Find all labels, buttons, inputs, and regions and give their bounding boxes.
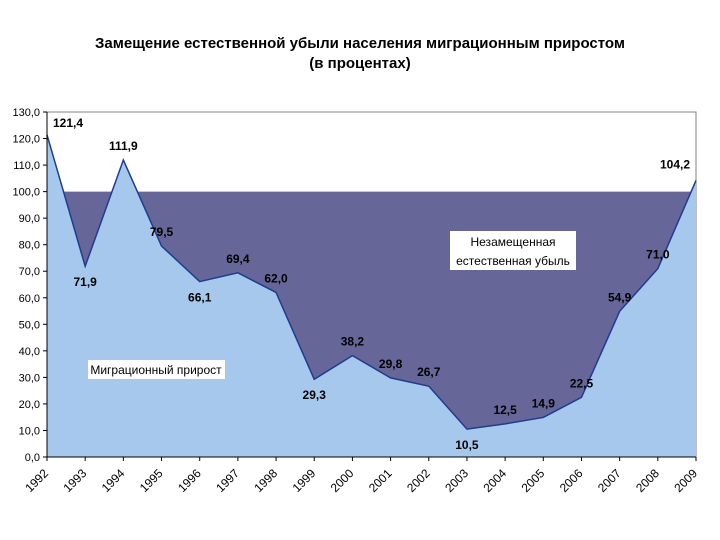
x-tick-label: 2007 (595, 466, 624, 495)
x-tick-label: 2000 (328, 466, 357, 495)
chart-title: Замещение естественной убыли населения м… (0, 34, 720, 74)
unreplaced-annotation-line1: Незамещенная (470, 235, 555, 249)
y-tick-label: 110,0 (13, 160, 40, 172)
x-tick-label: 2005 (519, 466, 548, 495)
chart-subtitle: (в процентах) (309, 55, 411, 72)
data-label: 10,5 (455, 438, 479, 452)
x-tick-label: 2009 (671, 466, 700, 495)
data-label: 62,0 (264, 271, 288, 285)
y-tick-label: 10,0 (19, 425, 40, 437)
data-label: 104,2 (660, 157, 690, 171)
x-tick-label: 1994 (99, 466, 128, 495)
x-tick-label: 1997 (213, 466, 242, 495)
x-tick-label: 1996 (175, 466, 204, 495)
x-tick-label: 2003 (442, 466, 471, 495)
data-label: 26,7 (417, 365, 441, 379)
data-label: 12,5 (493, 403, 517, 417)
data-label: 14,9 (532, 396, 556, 410)
y-tick-label: 30,0 (19, 372, 40, 384)
x-tick-label: 2006 (557, 466, 586, 495)
data-label: 71,9 (73, 275, 97, 289)
data-label: 29,3 (303, 388, 327, 402)
data-label: 121,4 (53, 116, 83, 130)
migration-annotation-box (88, 360, 225, 379)
migration-annotation: Миграционный прирост (90, 363, 222, 377)
y-tick-label: 90,0 (19, 213, 40, 225)
data-label: 29,8 (379, 357, 403, 371)
data-label: 69,4 (226, 252, 250, 266)
x-tick-label: 1995 (137, 466, 166, 495)
y-tick-label: 130,0 (12, 107, 40, 119)
x-tick-label: 1999 (290, 466, 319, 495)
data-label: 79,5 (150, 225, 174, 239)
x-tick-label: 2004 (480, 466, 509, 495)
y-tick-label: 40,0 (19, 346, 40, 358)
x-tick-label: 1998 (251, 466, 280, 495)
x-tick-label: 2002 (404, 466, 433, 495)
data-label: 111,9 (109, 139, 138, 153)
y-tick-label: 60,0 (19, 293, 40, 305)
data-label: 66,1 (188, 291, 212, 305)
y-tick-label: 50,0 (19, 319, 40, 331)
x-tick-label: 2001 (366, 466, 395, 495)
y-tick-label: 0,0 (25, 452, 40, 464)
unreplaced-annotation-box (450, 231, 576, 270)
x-tick-label: 1993 (61, 466, 90, 495)
x-tick-label: 2008 (633, 466, 662, 495)
unreplaced-annotation-line2: естественная убыль (456, 254, 570, 268)
y-tick-label: 70,0 (19, 266, 40, 278)
data-label: 22,5 (570, 376, 594, 390)
x-tick-label: 1992 (22, 466, 51, 495)
y-tick-label: 80,0 (19, 240, 40, 252)
data-label: 71,0 (646, 248, 670, 262)
y-tick-label: 120,0 (12, 134, 40, 146)
chart-title-main: Замещение естественной убыли населения м… (95, 35, 625, 52)
data-label: 38,2 (341, 335, 365, 349)
y-tick-label: 100,0 (12, 187, 40, 199)
data-label: 54,9 (608, 290, 632, 304)
y-tick-label: 20,0 (19, 399, 40, 411)
series-line (46, 134, 697, 430)
